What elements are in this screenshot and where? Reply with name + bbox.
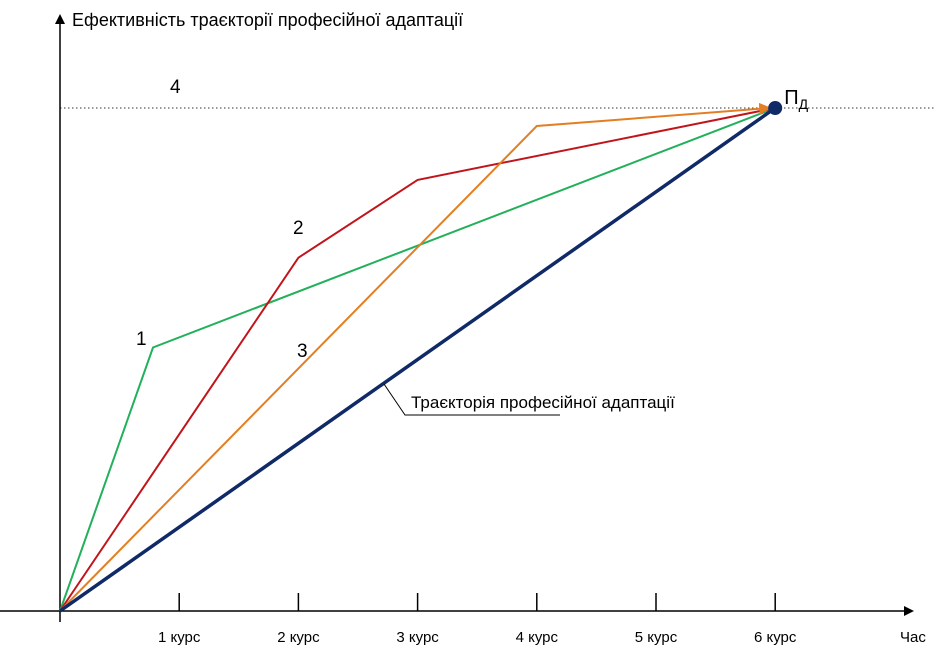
series-2-label: 2	[293, 218, 304, 239]
target-level-label: 4	[170, 77, 181, 98]
x-tick-label: 2 курс	[277, 629, 320, 646]
x-tick-label: 6 курс	[754, 629, 797, 646]
main-trajectory-label: Траєкторія професійної адаптації	[411, 393, 675, 412]
endpoint-subscript: Д	[799, 96, 809, 112]
x-ticks: 1 курс 2 курс 3 курс 4 курс 5 курс 6 курс	[158, 593, 797, 646]
series-3-line	[59, 102, 772, 612]
main-trajectory-line	[58, 106, 777, 613]
series-2-line	[59, 107, 776, 612]
x-tick-label: 5 курс	[635, 629, 678, 646]
series-3-label: 3	[297, 341, 308, 362]
x-axis-title: Час	[900, 629, 926, 646]
series-1-line	[59, 107, 776, 612]
endpoint-marker	[768, 101, 783, 115]
x-tick-label: 4 курс	[516, 629, 559, 646]
x-tick-label: 3 курс	[396, 629, 439, 646]
series-1-label: 1	[136, 329, 147, 350]
endpoint-main: П	[784, 87, 798, 109]
y-axis-title: Ефективність траєкторії професійної адап…	[72, 10, 463, 30]
endpoint-label: ПД	[784, 87, 808, 112]
x-tick-label: 1 курс	[158, 629, 201, 646]
main-trajectory-callout	[383, 383, 560, 416]
